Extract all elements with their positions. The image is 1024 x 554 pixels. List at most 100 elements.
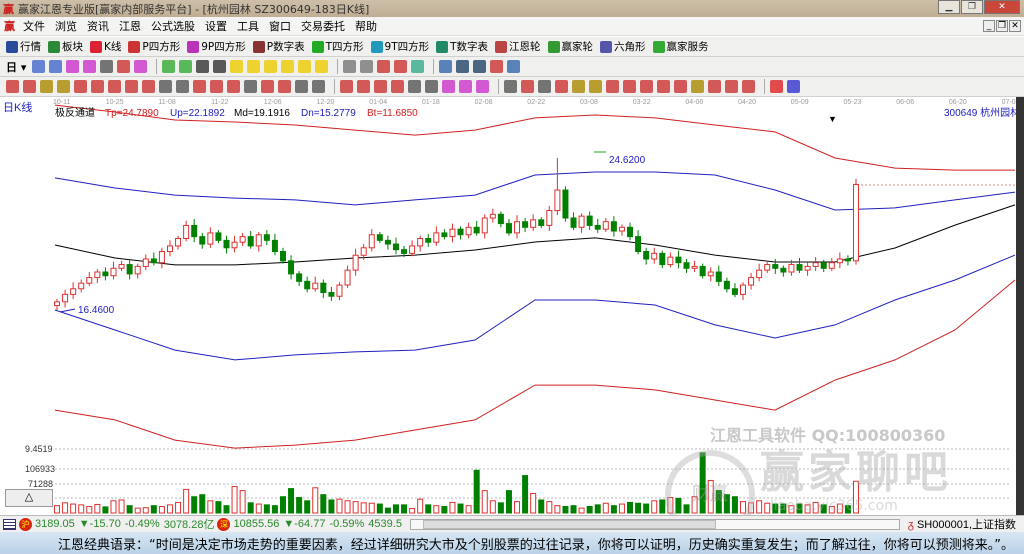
sh-index[interactable]: 3189.05 — [35, 518, 75, 530]
fan-icon[interactable] — [176, 80, 189, 93]
left-icon[interactable] — [196, 60, 210, 73]
gann-line-1-icon[interactable] — [40, 80, 53, 93]
grid-icon[interactable] — [3, 518, 16, 530]
menu-item[interactable]: 资讯 — [87, 20, 109, 33]
indicator-2-icon[interactable] — [66, 60, 80, 73]
toolbar-button[interactable]: T数字表 — [436, 39, 488, 54]
market-index[interactable]: ᵹ SH000001,上证指数 — [908, 516, 1016, 532]
toolbar-button[interactable]: P四方形 — [128, 39, 180, 54]
menu-item[interactable]: 江恩 — [119, 20, 141, 33]
first-icon[interactable] — [162, 60, 176, 73]
shrink-icon[interactable] — [281, 60, 295, 73]
range-icon[interactable] — [312, 80, 325, 93]
gold-box-icon[interactable] — [640, 80, 653, 93]
fork-icon[interactable] — [74, 80, 87, 93]
line-tool-icon[interactable] — [377, 60, 391, 73]
square-n-icon[interactable] — [159, 80, 172, 93]
toolbar-button[interactable]: P数字表 — [252, 39, 305, 54]
wave-icon[interactable] — [91, 80, 104, 93]
matrix-2-icon[interactable] — [459, 80, 472, 93]
menu-item[interactable]: 文件 — [23, 20, 45, 33]
scrollbar-thumb[interactable] — [422, 519, 716, 529]
kline-chart[interactable]: 10-11 10-25 11-08 11-22 12-06 12-20 01-04 01-18… — [0, 97, 1016, 515]
zoom-out-icon[interactable] — [247, 60, 261, 73]
percent-band-icon[interactable] — [555, 80, 568, 93]
toolbar-button[interactable]: 行情 — [6, 39, 41, 54]
mdi-close-button[interactable]: ✕ — [1009, 20, 1021, 32]
toolbar-button[interactable]: K线 — [90, 39, 121, 54]
vertical-scrollbar[interactable] — [1016, 97, 1024, 515]
calendar-icon[interactable] — [439, 60, 453, 73]
toolbar-button[interactable]: 赢家轮 — [547, 39, 593, 54]
infinity-icon[interactable] — [787, 80, 800, 93]
info-icon[interactable] — [49, 60, 63, 73]
toolbar-button[interactable]: 赢家服务 — [652, 39, 709, 54]
toolbar-button[interactable]: 板块 — [48, 39, 83, 54]
cycle-icon[interactable] — [411, 60, 425, 73]
last-icon[interactable] — [179, 60, 193, 73]
gold-circle-icon[interactable] — [572, 80, 585, 93]
toolbar-button[interactable]: 六角形 — [600, 39, 646, 54]
menu-item[interactable]: 窗口 — [269, 20, 291, 33]
gold-lines-icon[interactable] — [589, 80, 602, 93]
toolbar-button[interactable]: 9T四方形 — [370, 39, 429, 54]
menu-item[interactable]: 设置 — [205, 20, 227, 33]
maximize-button[interactable]: ❐ — [961, 0, 983, 14]
grid-lines-icon[interactable] — [142, 80, 155, 93]
calculator-icon[interactable] — [456, 60, 470, 73]
arrow-tool-icon[interactable] — [606, 80, 619, 93]
speed-line-4-icon[interactable] — [708, 80, 721, 93]
toolbar-button[interactable]: T四方形 — [311, 39, 364, 54]
palace-icon[interactable] — [278, 80, 291, 93]
box-icon[interactable] — [227, 80, 240, 93]
gann-line-2-icon[interactable] — [57, 80, 70, 93]
circle-icon[interactable] — [125, 80, 138, 93]
sz-index[interactable]: 10855.56 — [233, 518, 280, 530]
tower-icon[interactable] — [261, 80, 274, 93]
pen-icon[interactable] — [6, 80, 19, 93]
menu-item[interactable]: 交易委托 — [301, 20, 345, 33]
mdi-minimize-button[interactable]: _ — [983, 20, 995, 32]
matrix-icon[interactable] — [442, 80, 455, 93]
speed-line-icon[interactable] — [657, 80, 670, 93]
close-button[interactable]: ✕ — [984, 0, 1020, 14]
toolbar-button[interactable]: 9P四方形 — [187, 39, 246, 54]
bars-icon[interactable] — [295, 80, 308, 93]
target-icon[interactable] — [193, 80, 206, 93]
toolbar-button[interactable]: 江恩轮 — [495, 39, 541, 54]
percent-line-icon[interactable] — [521, 80, 534, 93]
angle-2-icon[interactable] — [408, 80, 421, 93]
right-icon[interactable] — [213, 60, 227, 73]
speed-line-3-icon[interactable] — [691, 80, 704, 93]
menu-item[interactable]: 浏览 — [55, 20, 77, 33]
hand-icon[interactable] — [343, 60, 357, 73]
net-icon[interactable] — [374, 80, 387, 93]
shadow-box-icon[interactable] — [391, 80, 404, 93]
flag-icon[interactable] — [134, 60, 148, 73]
frame-icon[interactable] — [340, 80, 353, 93]
chart-type-icon[interactable] — [32, 60, 46, 73]
yin-yang-icon[interactable] — [770, 80, 783, 93]
move-up-icon[interactable] — [298, 60, 312, 73]
period-dropdown[interactable]: 日 ▾ — [6, 60, 27, 74]
minimize-button[interactable]: ▁ — [938, 0, 960, 14]
zoom-in-icon[interactable] — [230, 60, 244, 73]
parallel-lines-icon[interactable] — [23, 80, 36, 93]
speed-line-2-icon[interactable] — [674, 80, 687, 93]
section-icon[interactable] — [394, 60, 408, 73]
time-lines-icon[interactable] — [244, 80, 257, 93]
expand-icon[interactable] — [264, 60, 278, 73]
save-icon[interactable] — [490, 60, 504, 73]
percent-icon[interactable] — [538, 80, 551, 93]
network-icon[interactable] — [507, 60, 521, 73]
zigzag-icon[interactable] — [425, 80, 438, 93]
menu-item[interactable]: 公式选股 — [151, 20, 195, 33]
text-icon[interactable] — [504, 80, 517, 93]
crosshair-icon[interactable] — [360, 60, 374, 73]
menu-item[interactable]: 帮助 — [355, 20, 377, 33]
horizontal-scrollbar[interactable] — [409, 518, 900, 530]
gold-tri-icon[interactable] — [623, 80, 636, 93]
bar-type-icon[interactable] — [100, 60, 114, 73]
extreme-channel-icon[interactable] — [117, 60, 131, 73]
toggle-panel-button[interactable]: △ — [5, 489, 53, 507]
